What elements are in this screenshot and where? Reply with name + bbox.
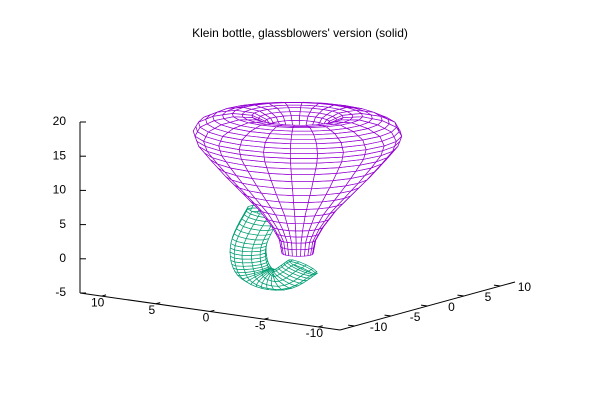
x-tick-label: -5 (255, 318, 266, 332)
mesh-cell (295, 249, 302, 257)
y-tick-label: -5 (410, 310, 421, 324)
x-tick (318, 325, 323, 328)
mesh-cell (290, 168, 317, 175)
mesh-cell (289, 236, 297, 244)
mesh-cell (295, 242, 302, 251)
x-tick-label: 10 (91, 295, 105, 309)
y-tick (384, 314, 392, 317)
mesh-cell (278, 201, 295, 210)
mesh-cell (299, 115, 309, 122)
mesh-cell (290, 134, 316, 140)
mesh-cell (295, 236, 303, 244)
x-tick-label: -10 (306, 326, 324, 340)
mesh-cell (293, 202, 309, 210)
mesh-cell (289, 148, 318, 154)
z-tick-label: -5 (55, 285, 66, 299)
mesh-cell (295, 230, 303, 238)
mesh-cell (291, 181, 314, 190)
mesh-cell (290, 143, 318, 150)
mesh-cell (264, 137, 292, 145)
y-tick (493, 284, 501, 287)
mesh-cell (291, 130, 315, 136)
mesh-cell (237, 272, 247, 277)
z-tick-label: 20 (53, 114, 67, 128)
mesh-cell (289, 153, 318, 159)
x-tick (209, 309, 215, 312)
mesh-cell (290, 264, 301, 271)
mesh-cell (292, 195, 311, 203)
z-tick-label: 0 (59, 251, 66, 265)
mesh-cell (293, 209, 308, 217)
chart-title: Klein bottle, glassblowers' version (sol… (192, 26, 408, 40)
mesh-cell (300, 242, 306, 251)
x-tick (264, 317, 269, 320)
surface (192, 101, 403, 291)
mesh-cell (242, 262, 254, 267)
y-tick (348, 324, 355, 327)
mesh-cell (291, 249, 297, 257)
mesh-cell (275, 194, 294, 203)
mesh-cell (290, 162, 318, 170)
mesh-cell (241, 254, 252, 260)
mesh-cell (288, 107, 301, 113)
mesh-cell (291, 174, 315, 182)
mesh-cell (294, 223, 305, 232)
mesh-cell (284, 102, 303, 106)
mesh-cell (314, 137, 342, 145)
y-tick-label: 0 (448, 300, 455, 314)
x-tick (155, 302, 161, 305)
x-tick (101, 294, 107, 297)
mesh-cell (289, 111, 301, 117)
y-tick-label: -10 (370, 320, 388, 334)
y-tick-label: 5 (485, 290, 492, 304)
x-tick-label: 5 (148, 303, 155, 317)
y-tick (457, 294, 465, 297)
mesh-cell (290, 158, 318, 164)
mesh-cell (292, 188, 312, 196)
y-tick-label: 10 (518, 280, 532, 294)
mesh-cell (286, 104, 302, 109)
mesh-cell (300, 249, 306, 257)
mesh-cell (291, 127, 313, 132)
z-tick-label: 10 (53, 183, 67, 197)
z-tick-label: 15 (53, 148, 67, 162)
mesh-cell (291, 120, 300, 126)
x-tick-label: 0 (203, 311, 210, 325)
mesh-cell (288, 230, 297, 238)
mesh-cell (284, 215, 296, 224)
z-tick-label: 5 (59, 217, 66, 231)
mesh-cell (241, 258, 253, 264)
mesh-cell (291, 242, 297, 251)
mesh-cell (290, 115, 301, 121)
mesh-cell (290, 138, 317, 145)
mesh-cell (294, 215, 306, 225)
y-tick (420, 304, 428, 307)
